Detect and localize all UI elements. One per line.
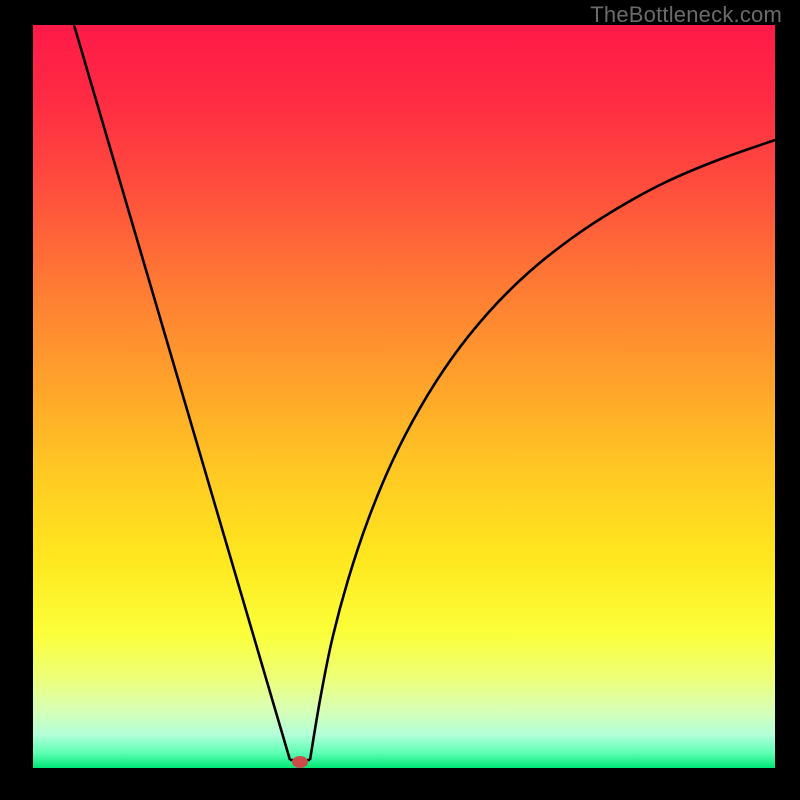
plot-area-background	[33, 25, 775, 768]
optimum-marker-dot	[292, 756, 308, 768]
watermark-text: TheBottleneck.com	[590, 2, 782, 28]
chart-container: TheBottleneck.com	[0, 0, 800, 800]
bottleneck-curve-chart	[0, 0, 800, 800]
